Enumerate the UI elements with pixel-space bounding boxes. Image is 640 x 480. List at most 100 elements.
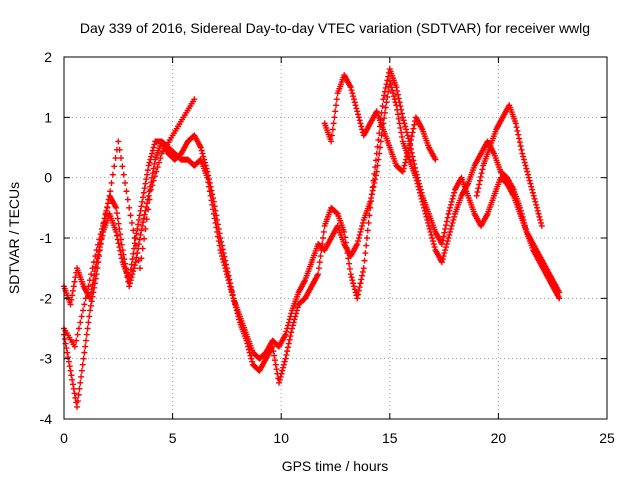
data-point (132, 242, 139, 249)
data-point (115, 138, 122, 145)
data-point (403, 153, 410, 160)
data-point (133, 230, 140, 237)
data-point (431, 244, 438, 251)
data-point (354, 108, 361, 115)
data-point (350, 93, 357, 100)
data-point (525, 174, 532, 181)
data-point (402, 159, 409, 166)
data-point (367, 204, 374, 211)
data-point (81, 349, 88, 356)
data-point (137, 231, 144, 238)
data-point (348, 87, 355, 94)
data-point (109, 171, 116, 178)
data-point (61, 336, 68, 343)
data-point (115, 240, 122, 247)
data-point (139, 198, 146, 205)
data-point (328, 132, 335, 139)
data-point (294, 304, 301, 311)
data-point (350, 280, 357, 287)
x-axis-label: GPS time / hours (282, 458, 389, 474)
data-point (210, 195, 217, 202)
data-point (144, 200, 151, 207)
data-point (518, 146, 525, 153)
data-point (347, 84, 354, 91)
data-point (403, 126, 410, 133)
data-point (514, 127, 521, 134)
data-point (113, 210, 120, 217)
data-point (357, 120, 364, 127)
data-point (328, 138, 335, 145)
data-point (393, 84, 400, 91)
data-point (519, 150, 526, 157)
data-point (69, 287, 76, 294)
data-point (113, 228, 120, 235)
data-point (402, 123, 409, 130)
data-point (214, 216, 221, 223)
data-point (230, 295, 237, 302)
data-point (520, 156, 527, 163)
data-point (416, 183, 423, 190)
data-point (345, 255, 352, 262)
data-point (440, 253, 447, 260)
data-point (478, 170, 485, 177)
data-point (512, 120, 519, 127)
data-point (476, 177, 483, 184)
data-point (379, 103, 386, 110)
data-point (397, 124, 404, 131)
data-point (205, 176, 212, 183)
data-point (84, 325, 91, 332)
data-point (443, 244, 449, 251)
data-point (232, 304, 239, 311)
data-point (441, 229, 448, 236)
data-point (395, 95, 402, 102)
data-point (394, 91, 401, 98)
data-point (142, 225, 149, 232)
data-point (367, 198, 374, 205)
data-point (399, 114, 406, 121)
y-axis-label: SDTVAR / TECUs (6, 182, 22, 294)
data-point (411, 161, 418, 168)
data-point (71, 390, 78, 397)
data-point (443, 222, 449, 229)
data-point (65, 358, 72, 365)
data-point (285, 340, 292, 347)
data-point (476, 181, 483, 188)
data-point (282, 355, 289, 362)
data-point (363, 235, 370, 241)
data-point (223, 261, 230, 268)
y-tick-label: 1 (44, 109, 52, 125)
data-point (369, 184, 376, 191)
x-tick-label: 5 (169, 430, 177, 446)
data-point (223, 265, 230, 272)
y-tick-label: -1 (40, 230, 53, 246)
data-point (107, 188, 114, 195)
data-point (218, 238, 225, 245)
data-point (126, 283, 133, 290)
data-point (359, 268, 366, 275)
data-point (96, 236, 103, 243)
data-point (143, 176, 150, 183)
data-point (130, 250, 137, 257)
data-point (400, 165, 407, 172)
data-point (524, 171, 531, 178)
series-track-2 (61, 66, 563, 386)
data-point (333, 102, 340, 109)
data-point (69, 292, 76, 299)
data-point (448, 222, 455, 229)
data-point (354, 241, 361, 248)
data-point (423, 213, 430, 220)
data-point (89, 281, 96, 288)
data-point (89, 265, 96, 272)
data-point (390, 93, 397, 100)
data-point (346, 260, 353, 267)
data-point (84, 289, 91, 296)
data-point (442, 225, 449, 232)
data-point (353, 105, 360, 112)
data-point (68, 296, 75, 303)
data-point (278, 370, 285, 377)
chart-title: Day 339 of 2016, Sidereal Day-to-day VTE… (80, 20, 590, 36)
data-point (126, 280, 133, 287)
data-point (515, 131, 522, 138)
data-point (448, 198, 455, 205)
